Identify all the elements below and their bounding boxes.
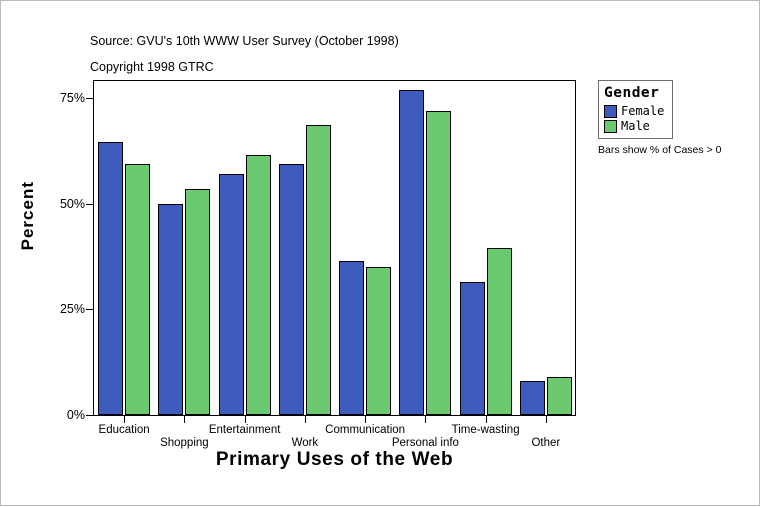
- legend-footnote: Bars show % of Cases > 0: [598, 144, 722, 156]
- bar: [339, 260, 365, 415]
- y-tick-label: 75%: [59, 91, 85, 105]
- x-tick-label: Shopping: [160, 437, 209, 449]
- x-tick-mark: [124, 416, 125, 423]
- bar: [486, 248, 512, 415]
- bar: [245, 155, 271, 415]
- bar: [185, 188, 211, 415]
- x-tick-mark: [305, 416, 306, 423]
- bar: [218, 174, 244, 415]
- x-tick-label: Personal info: [391, 437, 459, 449]
- copyright-note: Copyright 1998 GTRC: [90, 60, 214, 74]
- x-tick-mark: [546, 416, 547, 423]
- bar: [366, 267, 392, 415]
- x-tick-label: Other: [531, 437, 561, 449]
- legend-label: Male: [621, 119, 650, 133]
- bar: [158, 203, 184, 415]
- bar: [519, 381, 545, 415]
- x-axis-title: Primary Uses of the Web: [215, 449, 454, 470]
- x-tick-label: Education: [98, 424, 150, 436]
- bar: [546, 376, 572, 415]
- bar: [278, 163, 304, 415]
- legend-swatch-icon: [604, 119, 617, 133]
- x-tick-label: Communication: [325, 424, 406, 436]
- x-tick-mark: [425, 416, 426, 423]
- x-tick-mark: [245, 416, 246, 423]
- legend-entry: Female: [604, 104, 664, 118]
- x-tick-label: Work: [291, 437, 319, 449]
- x-tick-mark: [365, 416, 366, 423]
- source-note: Source: GVU's 10th WWW User Survey (Octo…: [90, 34, 399, 48]
- y-tick-label: 25%: [59, 302, 85, 317]
- y-tick-mark: [86, 98, 94, 99]
- x-tick-label: Entertainment: [208, 424, 281, 436]
- bar: [399, 89, 425, 415]
- legend-title: Gender: [604, 85, 660, 101]
- y-tick-mark: [86, 309, 94, 311]
- legend-label: Female: [621, 104, 665, 118]
- x-tick-label: Time-wasting: [451, 424, 520, 436]
- legend-entry: Male: [604, 119, 664, 133]
- legend-swatch-icon: [604, 104, 617, 118]
- bar: [459, 281, 485, 415]
- y-tick-label: 50%: [59, 196, 85, 211]
- x-tick-mark: [184, 416, 185, 423]
- x-tick-mark: [486, 416, 487, 423]
- plot-area: [94, 81, 576, 415]
- y-axis-tick-labels: 0% 25% 50% 75%: [47, 1, 85, 507]
- legend-entries: Female Male: [604, 104, 664, 133]
- bar: [125, 163, 151, 415]
- bar: [305, 125, 331, 415]
- legend: Gender Female Male: [598, 80, 674, 139]
- bar: [426, 110, 452, 415]
- y-tick-label: 0%: [66, 408, 85, 422]
- y-tick-mark: [86, 415, 94, 416]
- bar: [98, 142, 124, 415]
- y-tick-mark: [86, 203, 94, 205]
- y-axis-title: Percent: [18, 181, 37, 251]
